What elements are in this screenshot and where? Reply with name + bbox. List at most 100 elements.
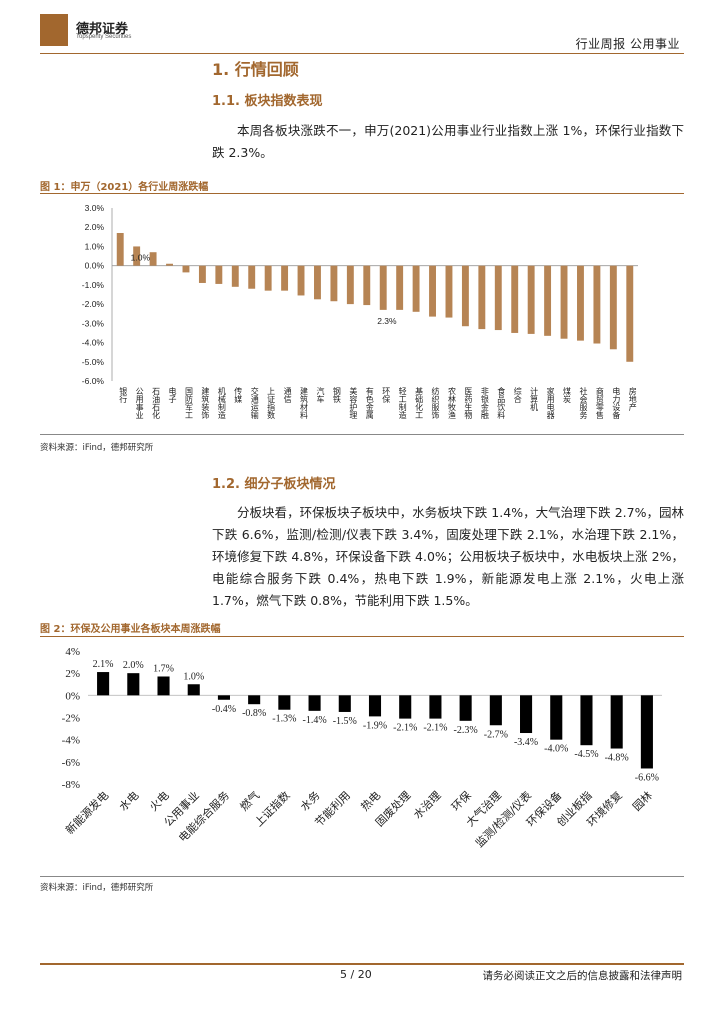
chart-1-ytick: -2.0% [82, 299, 105, 309]
chart-1-xtick: 机械制造 [217, 386, 226, 420]
chart-1-bar [511, 265, 519, 333]
chart-1-bar [198, 265, 206, 283]
chart-1-xtick: 汽车 [316, 386, 325, 404]
chart-1-xtick: 基础化工 [415, 386, 424, 419]
section-title: 1. 行情回顾 [212, 60, 299, 79]
chart-1-bar [330, 265, 338, 302]
chart-1-bar [133, 246, 141, 266]
chart-1-bar [379, 265, 387, 310]
chart-1: 3.0% 2.0% 1.0% 0.0% -1.0% -2.0% -3.0% -4.0% -5.0… [82, 203, 638, 420]
chart-1-xtick: 传媒 [234, 386, 243, 404]
chart-2-data-label: 2.0% [123, 660, 144, 671]
chart-2-bar [550, 695, 563, 740]
chart-1-xtick: 美容护理 [349, 386, 358, 419]
chart-2-xtick: 园林 [630, 788, 655, 813]
chart-2-data-label: 2.1% [93, 659, 114, 670]
figure-1-source: 资料来源：iFind，德邦研究所 [40, 443, 154, 453]
chart-1-bar [396, 265, 404, 310]
footer-divider [40, 963, 684, 965]
chart-1-xtick: 电力设备 [612, 386, 621, 420]
chart-1-xtick: 房地产 [628, 386, 637, 412]
chart-1-xtick: 计算机 [530, 386, 539, 412]
chart-2-bar [248, 695, 261, 705]
chart-1-xtick: 环保 [382, 387, 391, 404]
chart-2-bar [429, 695, 442, 719]
chart-1-bar [412, 265, 420, 312]
chart-2-data-label: -1.4% [302, 715, 326, 726]
chart-1-bar [593, 265, 601, 344]
disclaimer: 请务必阅读正文之后的信息披露和法律声明 [482, 970, 683, 982]
chart-2-bar [459, 695, 472, 721]
chart-2-data-label: -4.0% [544, 744, 568, 755]
chart-2-bar [368, 695, 382, 717]
chart-1-xtick: 有色金属 [365, 386, 374, 420]
chart-2-data-label: -4.8% [605, 753, 629, 764]
chart-1-xtick: 建筑装饰 [201, 386, 210, 420]
chart-1-bar [527, 265, 535, 334]
chart-2-xtick: 新能源发电 [62, 788, 111, 837]
chart-2-bar [217, 695, 230, 700]
chart-2-xtick: 火电 [147, 789, 172, 814]
chart-2-ytick: 0% [65, 690, 80, 702]
chart-1-bar [461, 265, 469, 327]
chart-1-bar [297, 265, 305, 296]
chart-1-xtick: 石油石化 [152, 387, 161, 420]
chart-1-ytick: -6.0% [82, 376, 105, 386]
company-logo-icon [40, 14, 68, 46]
chart-2-data-label: -0.8% [242, 708, 266, 719]
chart-1-xtick: 建筑材料 [300, 386, 309, 420]
chart-2-ytick: 4% [65, 646, 80, 658]
chart-1-annotation: 2.3% [377, 316, 397, 326]
chart-2-bar [640, 695, 653, 769]
chart-2-bar [157, 676, 170, 696]
chart-2-data-label: -3.4% [514, 737, 538, 748]
chart-1-xtick: 商贸零售 [595, 386, 604, 420]
chart-1-ytick: -4.0% [82, 338, 105, 348]
chart-1-xtick: 通信 [283, 386, 292, 404]
chart-1-ytick: -5.0% [82, 357, 105, 367]
report-type: 行业周报 公用事业 [575, 37, 680, 51]
chart-1-bar [445, 265, 453, 318]
chart-1-bar [182, 265, 190, 273]
chart-1-bar [116, 232, 124, 266]
chart-1-ytick: 2.0% [85, 222, 105, 232]
chart-2-data-label: -2.3% [454, 725, 478, 736]
chart-2: 4% 2% 0% -2% -4% -6% -8% 2.1% 新能源发电 2.0% 水电 1.7% 火电… [62, 646, 662, 850]
chart-1-bar [560, 265, 568, 339]
chart-1-xtick: 交通运输 [250, 386, 259, 420]
chart-2-data-label: -6.6% [635, 772, 659, 783]
chart-2-axis: 4% 2% 0% -2% -4% -6% -8% [62, 646, 662, 791]
chart-1-ytick: -3.0% [82, 318, 105, 328]
figure-2-top-rule [40, 636, 684, 637]
paragraph-2: 分板块看，环保板块子板块中，水务板块下跌 1.4%，大气治理下跌 2.7%，园林… [212, 502, 684, 612]
chart-1-xtick: 综合 [513, 386, 522, 404]
chart-1-xtick: 非银金融 [480, 386, 489, 420]
chart-1-bar [363, 265, 371, 306]
subsection-title-1: 1.1. 板块指数表现 [212, 94, 323, 109]
chart-2-bar [127, 673, 140, 696]
chart-2-labels: 2.1%新能源发电2.0%水电1.7%火电1.0%公用事业-0.4%电能综合服务… [62, 659, 659, 850]
chart-1-bar [429, 265, 436, 317]
chart-2-ytick: -6% [62, 757, 80, 769]
chart-2-bar [338, 695, 351, 712]
chart-1-xtick: 钢铁 [332, 386, 341, 404]
chart-2-data-label: 1.7% [153, 663, 174, 674]
chart-1-bar [248, 265, 256, 289]
chart-1-bar [478, 265, 486, 330]
chart-2-data-label: -2.7% [484, 729, 508, 740]
chart-1-axis: 3.0% 2.0% 1.0% 0.0% -1.0% -2.0% -3.0% -4.0% -5.0… [82, 203, 638, 386]
chart-1-bar [544, 265, 552, 336]
chart-2-xtick: 水治理 [410, 788, 443, 821]
chart-2-ytick: -8% [62, 779, 80, 791]
chart-2-bar [580, 695, 593, 746]
chart-2-ytick: 2% [65, 668, 80, 680]
chart-2-data-label: -1.9% [363, 720, 387, 731]
chart-1-bar [166, 263, 173, 266]
chart-2-bar [399, 695, 412, 719]
chart-1-ytick: 3.0% [85, 203, 105, 213]
chart-1-xtick: 纺织服饰 [431, 386, 440, 420]
chart-1-ytick: 1.0% [85, 241, 105, 251]
paragraph-1-text: 本周各板块涨跌不一，申万(2021)公用事业行业指数上涨 1%，环保行业指数下跌… [212, 123, 684, 160]
chart-1-ytick: -1.0% [82, 280, 105, 290]
chart-1-bar [149, 252, 157, 266]
